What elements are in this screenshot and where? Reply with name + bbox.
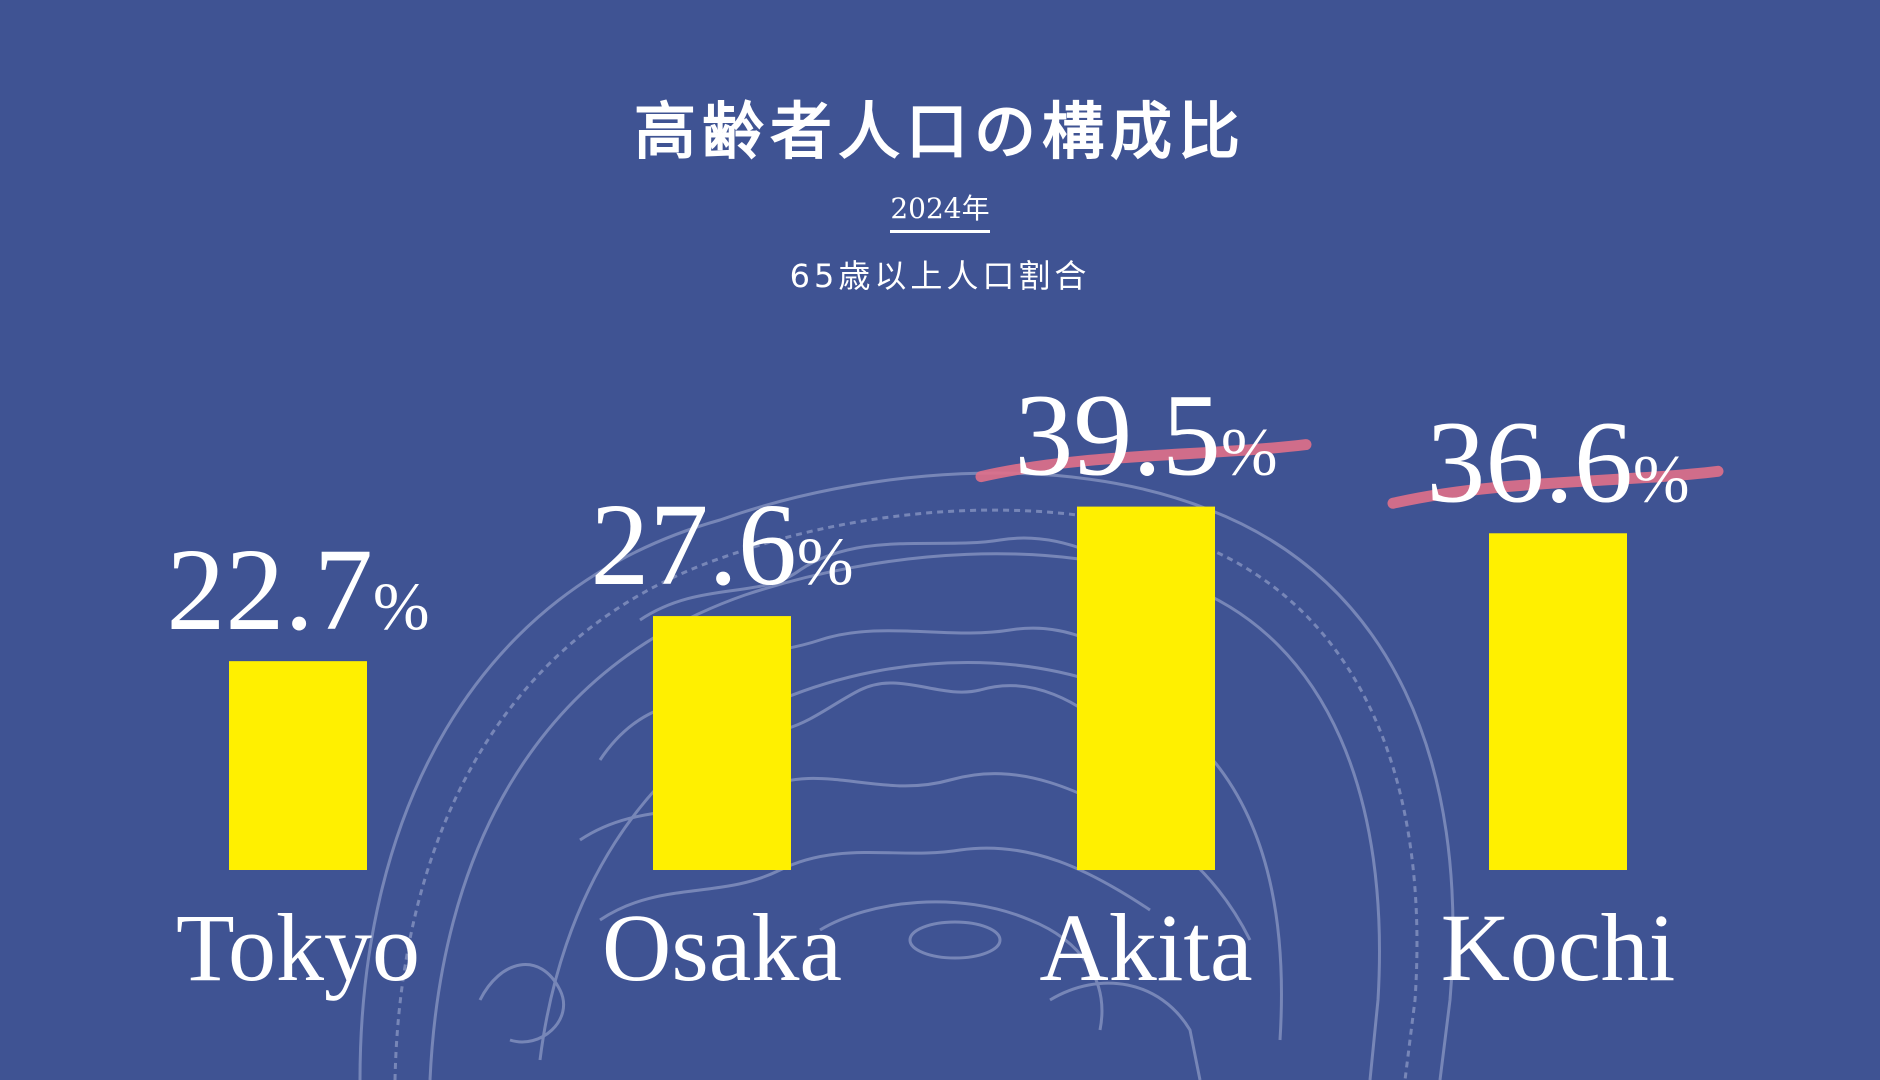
- highlight-marker-kochi: [1387, 465, 1724, 509]
- category-label-tokyo: Tokyo: [176, 894, 420, 1001]
- value-label-osaka: 27.6%: [590, 479, 853, 610]
- value-label-tokyo: 22.7%: [166, 524, 429, 655]
- category-label-osaka: Osaka: [602, 894, 842, 1001]
- chart-subtitle: 65歳以上人口割合: [789, 257, 1091, 296]
- category-label-kochi: Kochi: [1441, 894, 1676, 1001]
- value-label-akita: 39.5%: [1014, 370, 1277, 501]
- category-label-akita: Akita: [1039, 894, 1252, 1001]
- chart-title: 高齢者人口の構成比: [633, 95, 1246, 168]
- bar-osaka: [653, 616, 791, 870]
- value-label-kochi: 36.6%: [1426, 396, 1689, 527]
- bar-tokyo: [229, 661, 367, 870]
- highlight-marker-akita: [975, 439, 1312, 483]
- bar-akita: [1077, 506, 1215, 870]
- title-block: 高齢者人口の構成比 2024年 65歳以上人口割合: [0, 95, 1880, 297]
- year-label: 2024年: [890, 187, 990, 234]
- bar-kochi: [1489, 533, 1627, 870]
